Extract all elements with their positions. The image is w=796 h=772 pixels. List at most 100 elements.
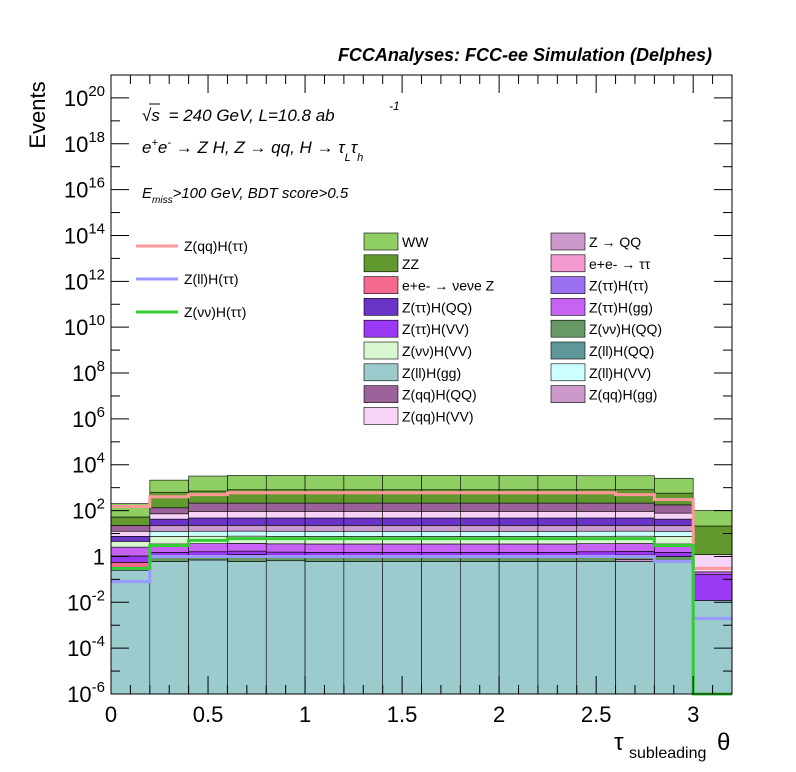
y-tick-label: 10-6 <box>67 679 105 707</box>
bar <box>188 543 228 553</box>
bar <box>149 479 189 493</box>
cut-sub: miss <box>152 195 173 206</box>
bar <box>227 543 267 552</box>
x-tick-label: 2.5 <box>581 702 612 727</box>
legend-label: Z(ττ)H(gg) <box>589 299 653 315</box>
x-axis-label: τ subleading θ <box>614 729 730 762</box>
legend-label: ZZ <box>402 256 420 272</box>
bar <box>654 536 694 545</box>
bar <box>227 530 267 537</box>
bar <box>304 502 345 512</box>
bar <box>692 510 733 527</box>
y-tick-label: 10-2 <box>67 587 105 615</box>
sqrt-s: √s <box>142 106 160 125</box>
bar <box>382 502 422 512</box>
y-axis-label: Events <box>25 81 50 148</box>
y-tick-label: 1016 <box>64 175 105 203</box>
bar <box>227 502 267 512</box>
y-tick-label: 102 <box>72 496 105 524</box>
bar <box>304 475 345 491</box>
bar <box>188 517 228 526</box>
bar <box>692 574 733 601</box>
bar <box>188 551 228 556</box>
bar <box>654 561 694 695</box>
bar <box>615 561 655 695</box>
bar <box>615 530 655 537</box>
y-tick-label: 1014 <box>64 220 105 248</box>
legend-label: Z(ττ)H(QQ) <box>402 299 472 315</box>
legend-signal-label: Z(qq)H(ττ) <box>184 238 248 254</box>
x-tick-label: 2 <box>493 702 505 727</box>
bar <box>576 517 616 526</box>
y-tick-label: 104 <box>72 450 105 478</box>
bar <box>576 543 616 553</box>
bar <box>343 502 383 512</box>
bar <box>149 561 189 695</box>
x-tick-label: 0.5 <box>193 702 224 727</box>
bar <box>421 525 461 532</box>
signal-lines <box>111 491 732 696</box>
process-sup1: + <box>151 137 158 149</box>
y-tick-label: 1020 <box>64 83 105 111</box>
bar <box>421 511 461 519</box>
bar <box>343 561 383 695</box>
legend-signal-label: Z(νν)H(ττ) <box>184 304 246 320</box>
bar <box>265 525 306 532</box>
bar <box>304 517 345 526</box>
bar <box>421 543 461 553</box>
process-e1: e <box>142 138 151 157</box>
svg-text:e+e- → Z H, Z → qq, H → τLτh: e+e- → Z H, Z → qq, H → τLτh <box>142 137 363 164</box>
bar <box>382 530 422 537</box>
bar <box>615 475 655 491</box>
cut-E: E <box>142 185 153 202</box>
x-label-theta: θ <box>717 729 730 756</box>
bar <box>421 561 461 695</box>
bar <box>460 561 500 695</box>
legend-label: Z(νν)H(VV) <box>402 343 472 359</box>
bar <box>537 525 578 532</box>
bar <box>110 525 151 532</box>
bar <box>654 504 694 514</box>
svg-text:Emiss>100 GeV, BDT score>0.5: Emiss>100 GeV, BDT score>0.5 <box>142 185 349 206</box>
legend-swatch <box>550 276 586 294</box>
axes: 0 0.5 1 1.5 2 2.5 3 10-6 10-4 10-2 1 102 104 106 108 10… <box>64 74 733 727</box>
lumi-exponent: -1 <box>389 99 400 113</box>
cut-text: >100 GeV, BDT score>0.5 <box>173 185 349 202</box>
bar <box>421 502 461 512</box>
bar <box>188 511 228 519</box>
bar <box>498 517 539 526</box>
x-label-tau: τ <box>614 729 624 756</box>
x-tick-label: 3 <box>687 702 699 727</box>
legend-swatch <box>550 298 586 316</box>
process-e2: e <box>158 138 167 157</box>
signal-line <box>111 554 732 620</box>
bar <box>615 543 655 552</box>
x-label-sub: subleading <box>629 745 706 762</box>
legend-label: Z(ll)H(VV) <box>589 365 651 381</box>
bar <box>498 525 539 532</box>
legend-swatch <box>363 232 399 251</box>
bar <box>576 502 616 512</box>
legend-swatch <box>363 298 399 316</box>
bar <box>227 475 267 491</box>
bar <box>615 517 655 526</box>
bar <box>227 517 267 526</box>
bar <box>227 550 267 555</box>
bar <box>343 475 383 491</box>
bar <box>265 517 306 526</box>
bar <box>615 551 655 556</box>
y-tick-label: 1 <box>93 544 105 569</box>
legend-swatch <box>363 319 399 338</box>
y-tick-label: 10-4 <box>67 633 105 661</box>
cut-annotation: Emiss>100 GeV, BDT score>0.5 <box>142 185 349 206</box>
bar <box>537 561 578 695</box>
bar <box>343 543 383 553</box>
bar <box>615 489 655 504</box>
bar <box>576 561 616 695</box>
y-tick-label: 108 <box>72 358 105 386</box>
bar <box>188 490 228 504</box>
legend-label: Z(qq)H(gg) <box>589 387 657 403</box>
bar <box>576 511 616 519</box>
legend-swatch <box>363 385 399 403</box>
bar <box>382 561 422 695</box>
